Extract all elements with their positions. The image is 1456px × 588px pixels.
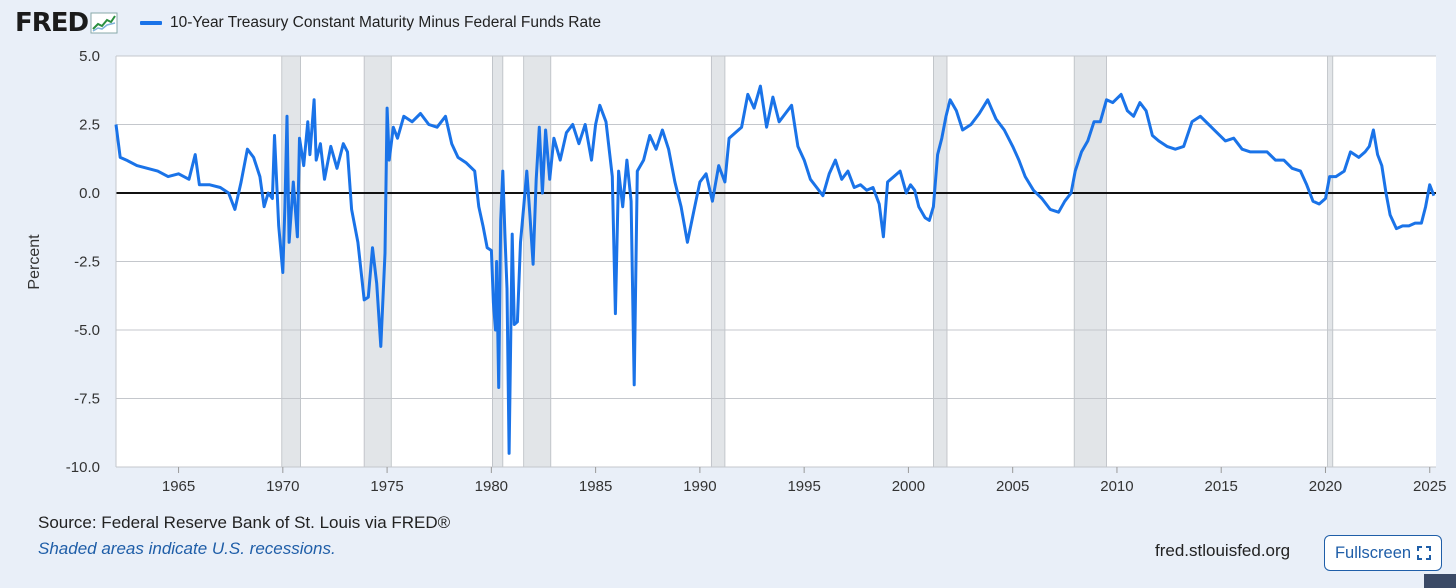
grid-lines (115, 55, 1436, 468)
chart-legend[interactable]: 10-Year Treasury Constant Maturity Minus… (140, 14, 601, 32)
fred-logo[interactable]: FRED (15, 8, 118, 38)
x-tick-label: 1995 (787, 478, 820, 495)
y-tick-label: -5.0 (74, 322, 100, 339)
x-tick-label: 2015 (1205, 478, 1238, 495)
y-tick-label: -10.0 (66, 459, 100, 476)
x-tick-label: 2025 (1413, 478, 1446, 495)
x-tick-label: 1965 (162, 478, 195, 495)
x-tick-label: 2020 (1309, 478, 1342, 495)
fullscreen-label: Fullscreen (1334, 543, 1412, 562)
series-line (114, 84, 1436, 455)
y-tick-label: 0.0 (79, 185, 100, 202)
y-tick-label: 2.5 (79, 117, 100, 134)
corner-block (1424, 574, 1456, 588)
site-url[interactable]: fred.stlouisfed.org (1155, 541, 1291, 560)
legend-swatch (140, 21, 162, 25)
fullscreen-icon (1417, 546, 1432, 560)
fred-logo-text: FRED (15, 8, 89, 38)
fullscreen-button[interactable]: Fullscreen (1324, 535, 1442, 571)
x-tick-label: 1975 (370, 478, 403, 495)
x-axis-ticks: 1965 1970 1975 1980 1985 1990 1995 2000 2005 2010… (162, 467, 1446, 495)
y-tick-label: -7.5 (74, 391, 100, 408)
x-tick-label: 2010 (1100, 478, 1133, 495)
source-text: Source: Federal Reserve Bank of St. Loui… (38, 513, 451, 532)
recession-note: Shaded areas indicate U.S. recessions. (38, 539, 336, 558)
x-tick-label: 1970 (266, 478, 299, 495)
fred-chart-icon (90, 12, 118, 34)
series-lines (114, 84, 1436, 455)
y-tick-label: -2.5 (74, 254, 100, 271)
y-axis-ticks: 5.0 2.5 0.0 -2.5 -5.0 -7.5 -10.0 (66, 48, 100, 476)
x-tick-label: 1985 (579, 478, 612, 495)
y-tick-label: 5.0 (79, 48, 100, 65)
x-tick-label: 2000 (892, 478, 925, 495)
x-tick-label: 1980 (475, 478, 508, 495)
y-axis-title: Percent (26, 234, 43, 290)
x-tick-label: 2005 (996, 478, 1029, 495)
x-tick-label: 1990 (683, 478, 716, 495)
legend-label: 10-Year Treasury Constant Maturity Minus… (170, 14, 602, 31)
